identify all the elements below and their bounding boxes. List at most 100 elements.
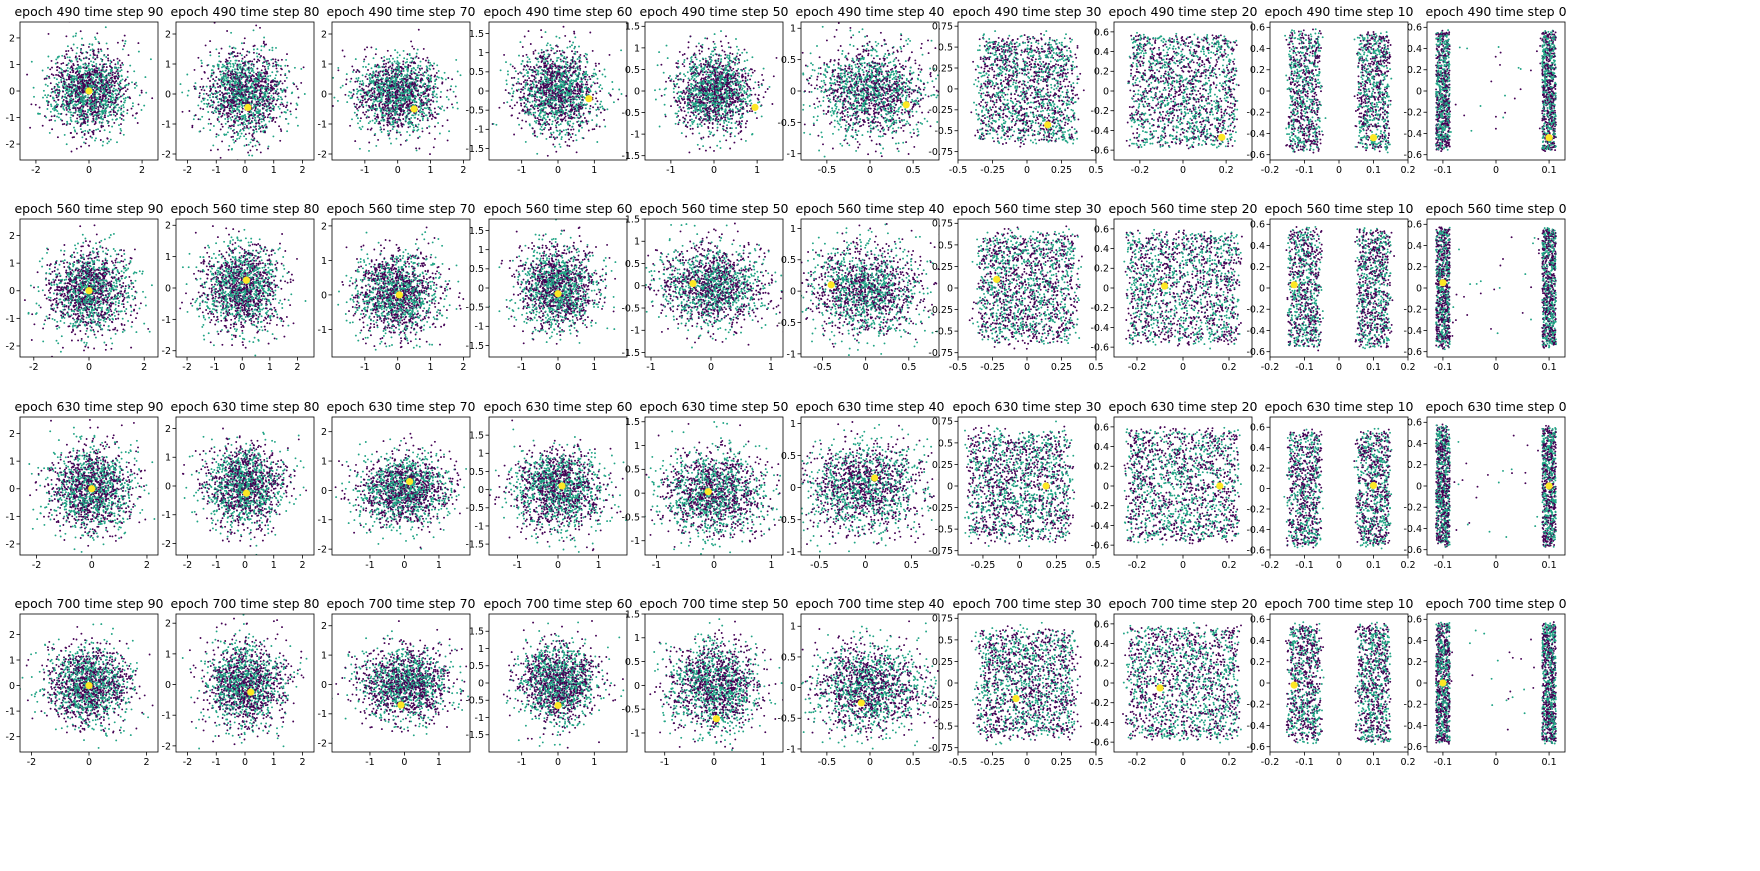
- data-point: [96, 76, 98, 78]
- data-point: [249, 80, 251, 82]
- data-point: [215, 48, 217, 50]
- highlight-point: [411, 105, 418, 112]
- data-point: [370, 99, 372, 101]
- data-point: [434, 83, 436, 85]
- data-point: [264, 103, 266, 105]
- data-point: [530, 113, 532, 115]
- data-point: [273, 108, 275, 110]
- data-point: [399, 105, 401, 107]
- data-point: [251, 134, 253, 136]
- data-point: [432, 96, 434, 98]
- data-point: [248, 102, 250, 104]
- data-point: [279, 108, 281, 110]
- data-point: [383, 108, 385, 110]
- data-point: [252, 97, 254, 99]
- data-point: [364, 97, 366, 99]
- data-point: [209, 96, 211, 98]
- data-point: [419, 85, 421, 87]
- data-point: [267, 148, 269, 150]
- data-point: [277, 59, 279, 61]
- data-point: [232, 139, 234, 141]
- data-point: [242, 58, 244, 60]
- data-point: [122, 48, 124, 50]
- data-point: [236, 138, 238, 140]
- data-point: [111, 74, 113, 76]
- data-point: [49, 119, 51, 121]
- data-point: [227, 120, 229, 122]
- data-point: [58, 116, 60, 118]
- data-point: [293, 83, 295, 85]
- data-point: [248, 122, 250, 124]
- data-point: [210, 123, 212, 125]
- data-point: [267, 101, 269, 103]
- data-point: [111, 67, 113, 69]
- data-point: [94, 36, 96, 38]
- data-point: [397, 124, 399, 126]
- data-point: [228, 145, 230, 147]
- data-point: [420, 61, 422, 63]
- data-point: [460, 74, 462, 76]
- data-point: [113, 88, 115, 90]
- data-point: [251, 60, 253, 62]
- data-point: [44, 94, 46, 96]
- data-point: [402, 118, 404, 120]
- data-point: [255, 91, 257, 93]
- data-point: [403, 76, 405, 78]
- data-point: [107, 57, 109, 59]
- data-point: [418, 106, 420, 108]
- data-point: [73, 64, 75, 66]
- data-point: [223, 109, 225, 111]
- data-point: [45, 116, 47, 118]
- data-point: [252, 82, 254, 84]
- data-point: [297, 125, 299, 127]
- data-point: [112, 81, 114, 83]
- data-point: [93, 80, 95, 82]
- data-point: [110, 139, 112, 141]
- data-point: [114, 77, 116, 79]
- data-point: [227, 131, 229, 133]
- data-point: [239, 82, 241, 84]
- data-point: [396, 76, 398, 78]
- data-point: [409, 122, 411, 124]
- data-point: [56, 106, 58, 108]
- data-point: [221, 107, 223, 109]
- data-point: [273, 65, 275, 67]
- data-point: [252, 129, 254, 131]
- data-point: [414, 62, 416, 64]
- data-point: [76, 59, 78, 61]
- data-point: [369, 73, 371, 75]
- data-point: [203, 93, 205, 95]
- data-point: [434, 111, 436, 113]
- data-point: [264, 116, 266, 118]
- data-point: [404, 87, 406, 89]
- data-point: [268, 107, 270, 109]
- data-point: [244, 56, 246, 58]
- data-point: [388, 74, 390, 76]
- data-point: [296, 104, 298, 106]
- data-point: [46, 100, 48, 102]
- data-point: [455, 85, 457, 87]
- data-point: [386, 124, 388, 126]
- data-point: [415, 90, 417, 92]
- data-point: [91, 103, 93, 105]
- data-point: [246, 86, 248, 88]
- data-point: [415, 114, 417, 116]
- data-point: [256, 61, 258, 63]
- data-point: [239, 86, 241, 88]
- data-point: [420, 79, 422, 81]
- scatter-points: [180, 22, 306, 167]
- data-point: [242, 62, 244, 64]
- data-point: [369, 95, 371, 97]
- data-point: [95, 84, 97, 86]
- data-point: [124, 86, 126, 88]
- data-point: [75, 121, 77, 123]
- data-point: [233, 124, 235, 126]
- data-point: [66, 143, 68, 145]
- data-point: [286, 87, 288, 89]
- data-point: [417, 94, 419, 96]
- data-point: [66, 121, 68, 123]
- data-point: [111, 85, 113, 87]
- data-point: [248, 132, 250, 134]
- data-point: [246, 125, 248, 127]
- data-point: [99, 75, 101, 77]
